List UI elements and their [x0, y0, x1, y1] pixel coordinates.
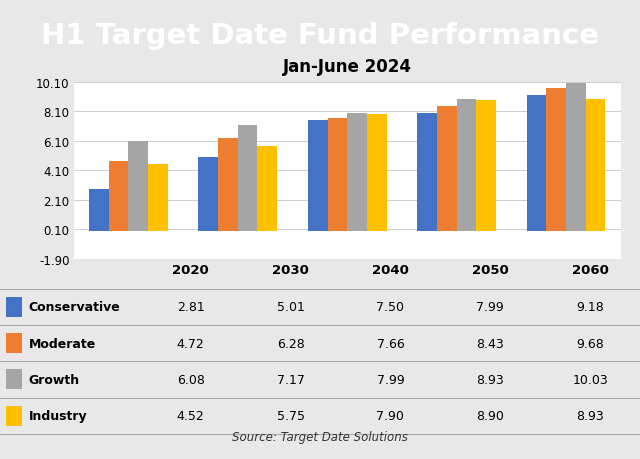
Text: 6.28: 6.28 — [276, 337, 305, 350]
Bar — [437, 107, 457, 231]
Text: 2050: 2050 — [472, 264, 509, 277]
Bar — [347, 114, 367, 231]
Text: 4.72: 4.72 — [177, 337, 205, 350]
Text: 7.17: 7.17 — [276, 373, 305, 386]
Bar — [476, 100, 496, 231]
Bar — [457, 100, 476, 231]
Bar — [89, 190, 109, 231]
Text: 8.93: 8.93 — [476, 373, 504, 386]
Bar — [148, 165, 168, 231]
Bar — [6, 369, 22, 390]
Bar — [198, 157, 218, 231]
Text: 5.01: 5.01 — [276, 301, 305, 313]
Text: 7.90: 7.90 — [376, 409, 404, 422]
Bar — [128, 142, 148, 231]
Bar — [547, 89, 566, 231]
Bar — [527, 96, 547, 231]
Bar — [6, 297, 22, 317]
Text: Source: Target Date Solutions: Source: Target Date Solutions — [232, 431, 408, 443]
Bar — [238, 126, 257, 231]
Text: 7.66: 7.66 — [376, 337, 404, 350]
Text: 6.08: 6.08 — [177, 373, 205, 386]
Text: 7.50: 7.50 — [376, 301, 404, 313]
Text: 4.52: 4.52 — [177, 409, 205, 422]
Bar — [417, 114, 437, 231]
Bar — [6, 406, 22, 426]
Bar — [586, 100, 605, 231]
Bar — [367, 115, 387, 231]
Bar — [566, 84, 586, 231]
Text: 8.90: 8.90 — [476, 409, 504, 422]
Bar — [109, 162, 128, 231]
Text: 2040: 2040 — [372, 264, 409, 277]
Text: Growth: Growth — [29, 373, 80, 386]
Bar — [6, 333, 22, 353]
Text: 9.18: 9.18 — [576, 301, 604, 313]
Text: Industry: Industry — [29, 409, 88, 422]
Text: 2030: 2030 — [272, 264, 309, 277]
Text: Conservative: Conservative — [29, 301, 120, 313]
Text: 2060: 2060 — [572, 264, 609, 277]
Text: 7.99: 7.99 — [476, 301, 504, 313]
Bar — [218, 139, 238, 231]
Text: 8.93: 8.93 — [576, 409, 604, 422]
Bar — [328, 118, 347, 231]
Text: 2.81: 2.81 — [177, 301, 205, 313]
Bar — [308, 121, 328, 231]
Text: 2020: 2020 — [172, 264, 209, 277]
Text: 7.99: 7.99 — [376, 373, 404, 386]
Title: Jan-June 2024: Jan-June 2024 — [283, 57, 412, 76]
Text: 9.68: 9.68 — [576, 337, 604, 350]
Bar — [257, 147, 277, 231]
Text: 10.03: 10.03 — [572, 373, 608, 386]
Text: 8.43: 8.43 — [476, 337, 504, 350]
Text: H1 Target Date Fund Performance: H1 Target Date Fund Performance — [41, 22, 599, 50]
Text: Moderate: Moderate — [29, 337, 96, 350]
Text: 5.75: 5.75 — [276, 409, 305, 422]
